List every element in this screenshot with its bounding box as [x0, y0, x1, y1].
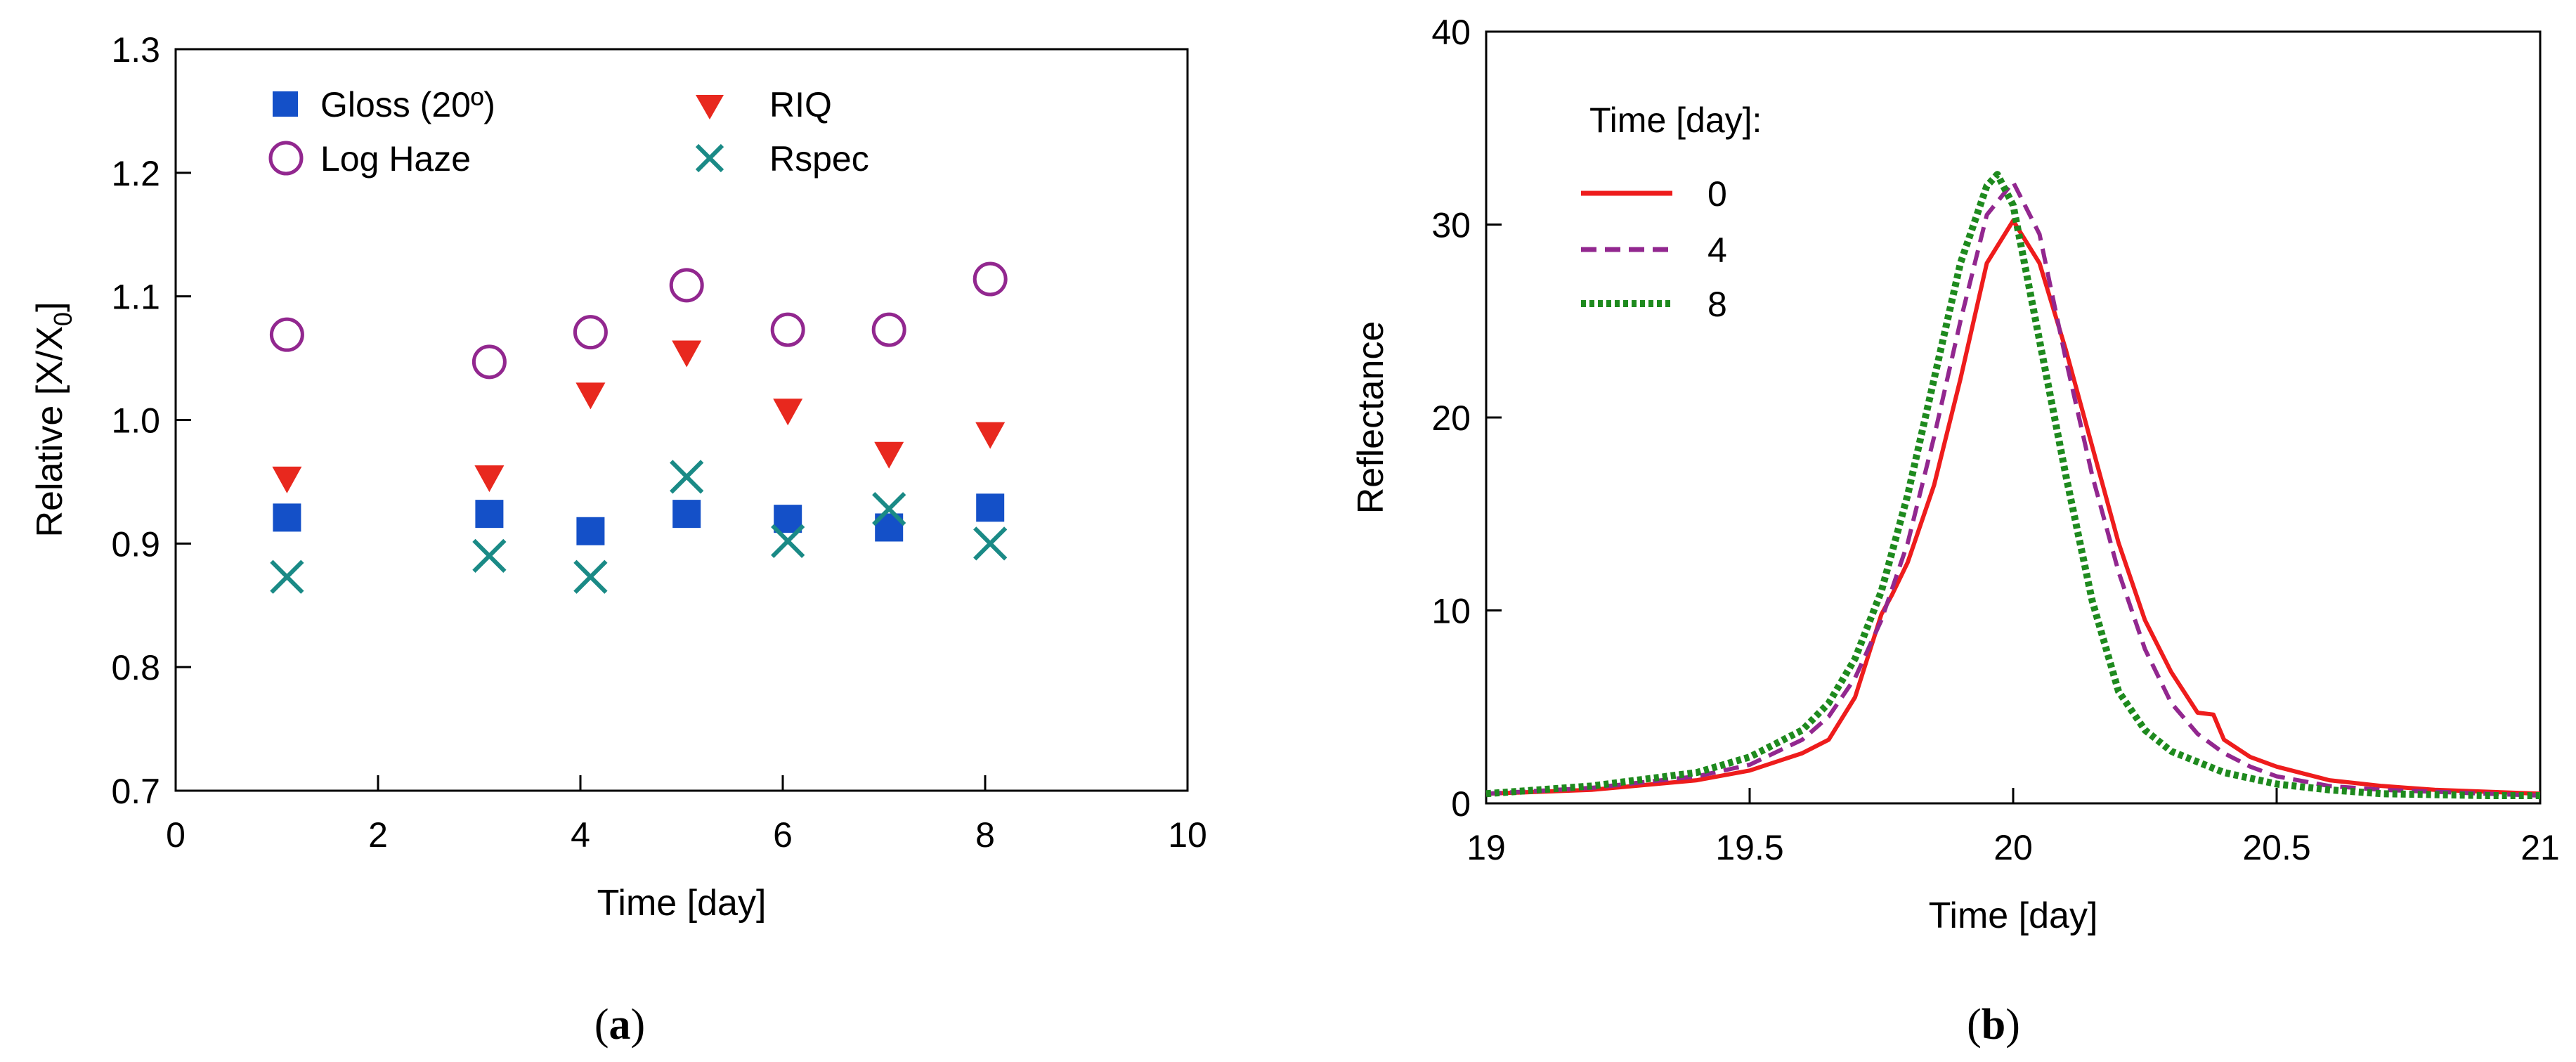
- riq-point: [272, 466, 302, 493]
- caption-a-close: ): [631, 1001, 646, 1049]
- panel-b-y-tick-label: 10: [1431, 592, 1471, 631]
- series-day-8-line: [1485, 171, 2540, 799]
- panel-a-y-tick-label: 1.2: [111, 154, 160, 193]
- caption-a: (a): [594, 1001, 645, 1049]
- legend-log-haze-label: Log Haze: [320, 139, 471, 179]
- caption-b-close: ): [2005, 1001, 2020, 1049]
- riq-point: [474, 465, 505, 493]
- panel-b-series-lines: [1485, 171, 2541, 799]
- series-day-4-line: [1485, 180, 2541, 798]
- rspec-point: [270, 559, 304, 594]
- panel-b-x-tick-label: 19.5: [1715, 828, 1783, 867]
- panel-a-x-axis-label: Time [day]: [597, 883, 767, 924]
- log-haze-point: [972, 261, 1008, 297]
- panel-a-y-tick-label: 1.1: [111, 278, 160, 317]
- legend-title: Time [day]:: [1589, 101, 1762, 140]
- panel-b-y-tick-label: 40: [1431, 13, 1471, 52]
- caption-a-open: (: [594, 1001, 609, 1049]
- log-haze-point: [573, 315, 608, 350]
- gloss-20-point: [774, 505, 802, 533]
- gloss-20-point: [475, 500, 504, 529]
- panel-b-legend: Time [day]: 0 4 8: [1581, 101, 1762, 324]
- panel-a-x-tick-label: 10: [1168, 815, 1207, 855]
- caption-b: (b): [1967, 1001, 2020, 1049]
- panel-a-x-tick-label: 0: [166, 815, 186, 855]
- legend-rspec-label: Rspec: [769, 139, 869, 179]
- gloss-20-point: [672, 500, 701, 529]
- panel-a-y-axis-label-close: ]: [30, 302, 70, 311]
- legend-day-4-label: 4: [1707, 231, 1727, 270]
- legend-riq-marker: [696, 95, 724, 119]
- log-haze-point: [471, 344, 507, 380]
- legend-log-haze-marker: [268, 141, 304, 176]
- panel-a-x-tick-label: 2: [368, 815, 388, 855]
- rspec-point: [973, 526, 1008, 561]
- log-haze-point: [871, 312, 906, 347]
- panel-a-legend: Gloss (20º) RIQ Log Haze Rspec: [268, 85, 869, 179]
- panel-a-y-axis-label-subscript: 0: [48, 312, 77, 326]
- panel-a-x-tick-label: 6: [773, 815, 793, 855]
- panel-a-y-axis-label-main: Relative [X/X: [30, 326, 70, 538]
- panel-a-y-axis-label: Relative [X/X0]: [30, 302, 77, 537]
- panel-b-y-axis-label: Reflectance: [1351, 321, 1391, 514]
- legend-gloss-marker: [273, 91, 298, 117]
- panel-b-y-tick-label: 20: [1431, 399, 1471, 438]
- gloss-20-point: [576, 517, 605, 545]
- panel-a-y-tick-label: 1.3: [111, 30, 160, 70]
- log-haze-point: [770, 312, 805, 347]
- panel-a-y-tick-label: 1.0: [111, 401, 160, 441]
- rspec-point: [771, 524, 805, 558]
- rspec-point: [872, 491, 906, 526]
- panel-a-ticks: 0 2 4 6 8 10 0.7 0.8 0.9 1.0 1.1 1.2 1.3: [111, 30, 1206, 855]
- panel-b-x-axis-label: Time [day]: [1929, 895, 2098, 936]
- panel-b-x-tick-label: 21: [2520, 828, 2560, 867]
- panel-a-y-tick-label: 0.7: [111, 772, 160, 811]
- rspec-point: [573, 559, 608, 594]
- riq-point: [874, 441, 904, 469]
- gloss-20-point: [273, 503, 301, 532]
- riq-point: [773, 399, 803, 426]
- caption-a-letter: a: [609, 1001, 631, 1049]
- panel-a-x-tick-label: 8: [975, 815, 995, 855]
- panel-b-x-tick-label: 20: [1993, 828, 2033, 867]
- riq-point: [672, 340, 702, 368]
- panel-b-x-tick-label: 20.5: [2242, 828, 2310, 867]
- panel-a-y-tick-label: 0.9: [111, 524, 160, 564]
- log-haze-point: [669, 268, 704, 303]
- legend-gloss-label: Gloss (20º): [320, 85, 495, 124]
- legend-riq-label: RIQ: [769, 85, 832, 124]
- caption-b-open: (: [1967, 1001, 1982, 1049]
- rspec-point: [670, 460, 704, 494]
- panel-b-plot-frame: [1485, 30, 2542, 805]
- legend-day-0-label: 0: [1707, 174, 1727, 214]
- panel-a-y-tick-label: 0.8: [111, 648, 160, 687]
- legend-rspec-marker: [695, 143, 724, 173]
- rspec-point: [472, 538, 507, 574]
- panel-b-y-tick-label: 30: [1431, 206, 1471, 245]
- riq-point: [575, 382, 606, 410]
- panel-b-y-tick-label: 0: [1451, 784, 1471, 824]
- panel-a-data-marks: [269, 261, 1008, 594]
- log-haze-point: [269, 317, 304, 352]
- panel-b-x-tick-label: 19: [1466, 828, 1506, 867]
- legend-day-8-label: 8: [1707, 285, 1727, 324]
- caption-b-letter: b: [1982, 1001, 2005, 1049]
- gloss-20-point: [976, 493, 1005, 522]
- riq-point: [975, 422, 1006, 449]
- panel-a-x-tick-label: 4: [571, 815, 590, 855]
- panel-a-scatter: 0 2 4 6 8 100.70.80.91.01.11.21.3 Time [day] …: [30, 30, 1207, 924]
